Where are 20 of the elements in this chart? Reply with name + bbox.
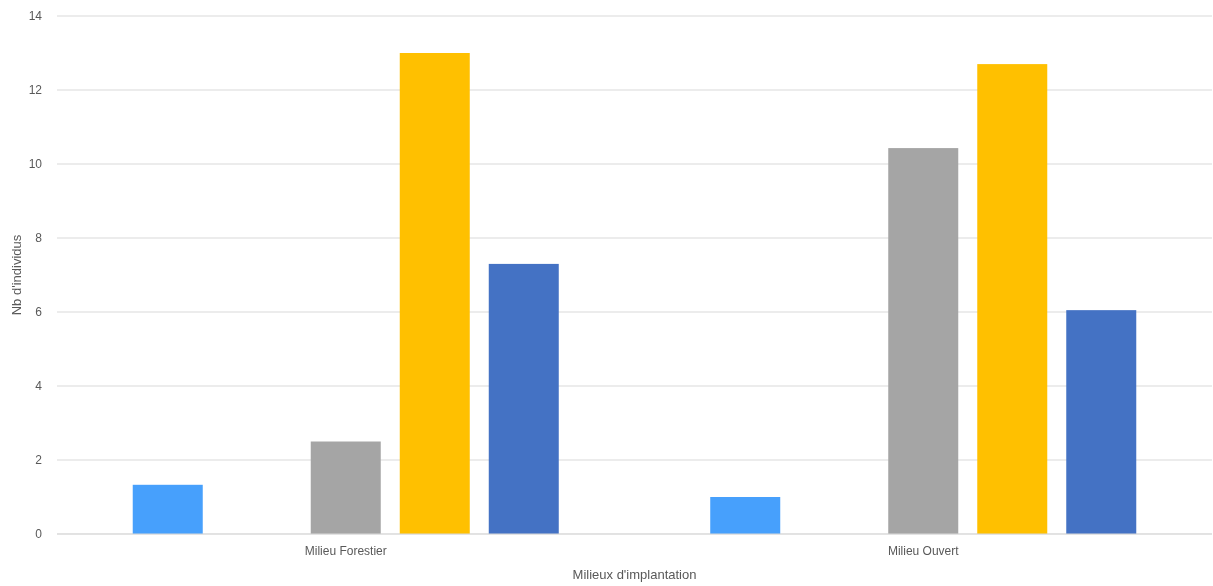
y-tick-label: 8 (35, 231, 43, 246)
y-tick-label: 12 (28, 83, 43, 98)
y-tick-label: 2 (35, 453, 43, 468)
y-tick-label: 14 (28, 9, 43, 24)
bar (132, 484, 203, 534)
bar (310, 441, 381, 534)
bar (977, 64, 1048, 534)
bar (888, 148, 959, 534)
bar (1066, 310, 1137, 534)
bar (399, 53, 470, 534)
y-tick-label: 6 (35, 305, 43, 320)
x-axis-title: Milieux d'implantation (572, 567, 697, 582)
x-tick-label: Milieu Ouvert (887, 544, 960, 558)
y-tick-label: 10 (28, 157, 43, 172)
x-tick-label: Milieu Forestier (304, 544, 387, 558)
bar (710, 497, 781, 534)
y-tick-label: 4 (35, 379, 43, 394)
y-tick-label: 0 (35, 527, 43, 542)
bar (488, 263, 559, 534)
y-axis-title: Nb d'individus (9, 234, 24, 316)
